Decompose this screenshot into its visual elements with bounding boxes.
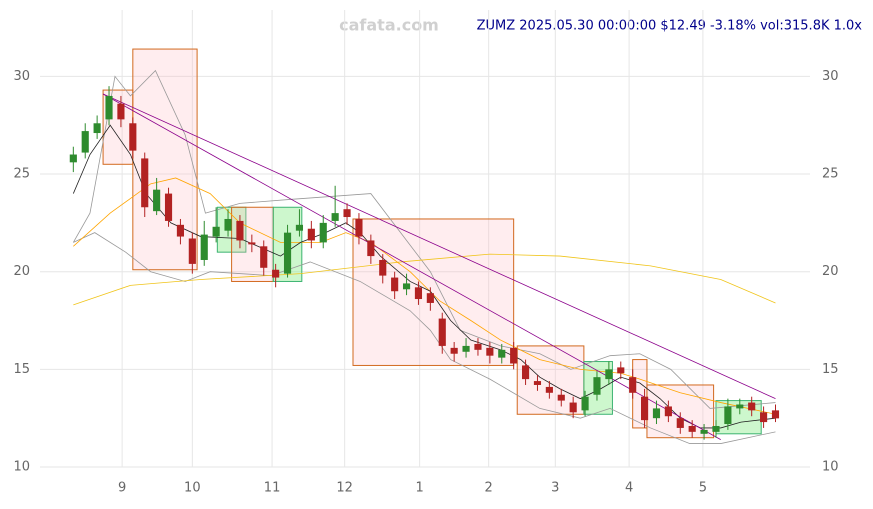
candle-body <box>426 293 434 303</box>
x-tick-label: 2 <box>485 481 493 496</box>
candle-body <box>736 404 744 409</box>
candle-body <box>450 347 458 354</box>
candle-body <box>236 220 244 241</box>
candle-body <box>164 193 173 221</box>
y-tick-label-right: 15 <box>822 362 839 377</box>
candle-body <box>569 402 577 413</box>
candle-body <box>355 218 363 237</box>
candle-body <box>307 228 315 241</box>
indicator-line <box>102 93 776 400</box>
candle-body <box>712 425 720 432</box>
x-tick-label: 4 <box>625 481 633 496</box>
candle-body <box>760 412 768 423</box>
candle-body <box>283 232 292 274</box>
x-tick-label: 12 <box>336 481 353 496</box>
x-tick-label: 10 <box>184 481 201 496</box>
candle-body <box>367 240 375 257</box>
candle-body <box>605 369 613 380</box>
y-tick-label: 15 <box>13 362 30 377</box>
indicator-line <box>73 177 776 415</box>
candle-body <box>533 381 542 385</box>
candle-body <box>462 345 470 352</box>
candle-body <box>343 209 351 218</box>
candle-body <box>200 234 208 260</box>
candle-body <box>153 189 161 212</box>
candle-body <box>248 242 256 245</box>
candle-body <box>521 365 530 380</box>
y-tick-label: 20 <box>13 264 30 279</box>
indicator-line <box>72 69 776 409</box>
candle-body <box>260 246 268 268</box>
candle-body <box>105 95 113 120</box>
indicator-line <box>73 232 776 444</box>
candle-body <box>391 277 399 292</box>
y-tick-label: 25 <box>13 167 30 182</box>
watermark: cafata.com <box>339 16 439 35</box>
candle-body <box>593 377 601 395</box>
candle-body <box>81 131 89 153</box>
candle-body <box>414 287 423 300</box>
candle-body <box>212 226 220 237</box>
x-tick-label: 9 <box>118 481 126 496</box>
candle-body <box>748 402 756 411</box>
candle-body <box>771 410 780 419</box>
candle-body <box>379 259 387 276</box>
candle-body <box>272 269 280 278</box>
candle-body <box>724 406 732 425</box>
candle-body <box>188 238 196 264</box>
candle-body <box>510 347 518 364</box>
candle-body <box>664 406 672 417</box>
y-tick-label-right: 30 <box>822 69 839 84</box>
candle-body <box>486 347 494 356</box>
candle-body <box>676 418 684 428</box>
candle-body <box>331 213 339 221</box>
y-tick-label-right: 10 <box>822 460 839 475</box>
candle-body <box>498 349 506 358</box>
candle-body <box>545 386 553 393</box>
y-tick-label: 10 <box>13 460 30 475</box>
candle-body <box>129 123 137 151</box>
candle-body <box>641 396 649 421</box>
candle-body <box>688 425 696 432</box>
x-tick-label: 5 <box>699 481 707 496</box>
y-tick-label-right: 20 <box>822 264 839 279</box>
candle-body <box>557 394 565 401</box>
indicator-line <box>72 124 776 429</box>
candle-body <box>117 103 125 120</box>
candle-body <box>176 224 185 237</box>
x-tick-label: 3 <box>551 481 559 496</box>
candle-body <box>474 343 482 350</box>
candle-body <box>402 283 411 290</box>
candle-body <box>319 222 327 243</box>
candle-body <box>141 158 149 208</box>
candle-body <box>93 123 101 134</box>
chart-title: ZUMZ 2025.05.30 00:00:00 $12.49 -3.18% v… <box>477 19 863 34</box>
candle-body <box>652 408 661 419</box>
candle-body <box>700 429 708 434</box>
candle-body <box>629 377 637 393</box>
y-tick-label: 30 <box>13 69 30 84</box>
y-tick-label-right: 25 <box>822 167 839 182</box>
candle-body <box>69 154 77 163</box>
candle-body <box>438 318 446 346</box>
candle-body <box>295 224 304 231</box>
indicator-line <box>73 253 776 306</box>
x-tick-label: 11 <box>264 481 281 496</box>
x-tick-label: 1 <box>416 481 424 496</box>
indicator-line <box>102 93 721 441</box>
candle-body <box>224 218 232 231</box>
candle-body <box>581 396 589 411</box>
candle-body <box>617 367 625 374</box>
